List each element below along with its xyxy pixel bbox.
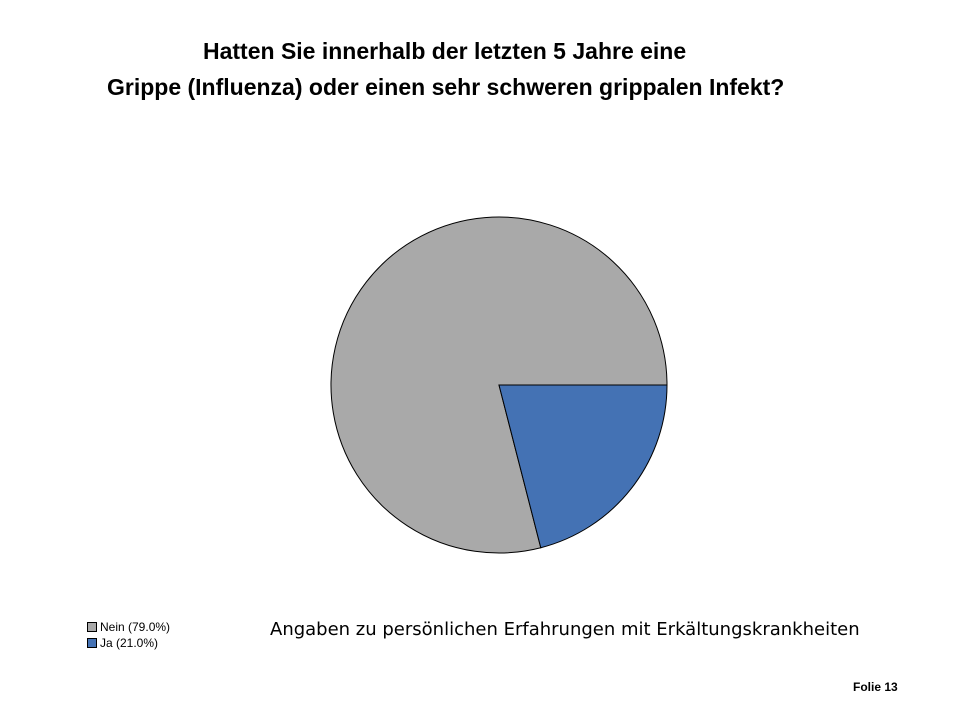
legend-label-ja: Ja (21.0%) [100,636,159,650]
legend-swatch-nein [87,622,97,632]
pie-slice-nein [330,216,668,554]
pie-slice-ja [498,384,668,549]
legend-item-ja: Ja (21.0%) [87,635,170,651]
pie-slices [330,216,668,554]
chart-title-line-2: Grippe (Influenza) oder einen sehr schwe… [107,74,785,100]
legend-label-nein: Nein (79.0%) [100,620,171,634]
chart-title-line-1: Hatten Sie innerhalb der letzten 5 Jahre… [203,38,687,64]
legend: Nein (79.0%) Ja (21.0%) [87,619,170,651]
legend-swatch-ja [87,638,97,648]
slide-number: Folie 13 [853,680,898,694]
legend-item-nein: Nein (79.0%) [87,619,170,635]
caption: Angaben zu persönlichen Erfahrungen mit … [270,619,860,640]
